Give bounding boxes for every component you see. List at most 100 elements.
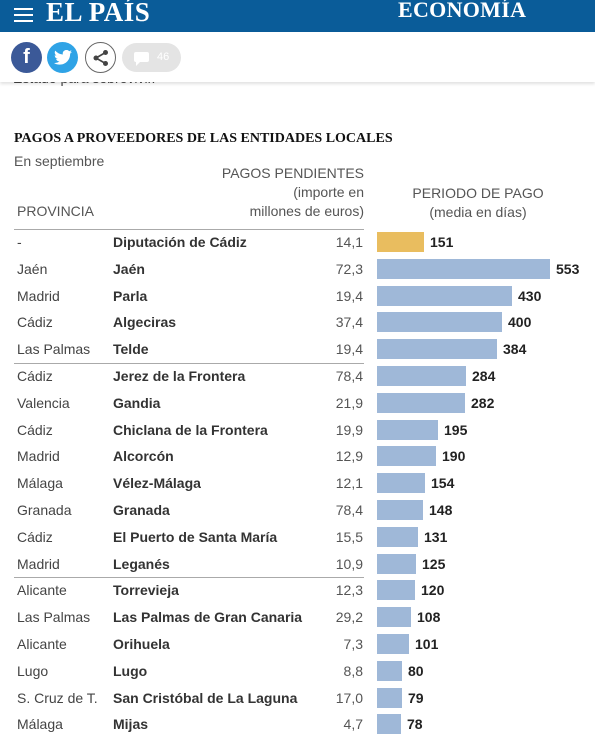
header-line: millones de euros): [249, 203, 364, 219]
bar: [377, 553, 416, 574]
comments-count: 46: [157, 51, 170, 63]
provincia-cell: Madrid: [17, 448, 60, 465]
bar-value-label: 80: [408, 662, 424, 679]
twitter-icon: [53, 50, 72, 65]
pagos-pendientes-cell: 19,4: [335, 341, 363, 358]
provincia-cell: Lugo: [17, 662, 49, 679]
provincia-cell: Málaga: [17, 475, 63, 492]
bar-value-label: 79: [408, 689, 424, 706]
top-navigation-bar: EL PAÍS ECONOMÍA: [0, 0, 595, 32]
provincia-cell: Granada: [17, 502, 72, 518]
provincia-cell: Jaén: [17, 260, 48, 277]
entidad-cell: Jaén: [113, 260, 145, 277]
entidad-cell: Gandia: [113, 394, 161, 411]
bar-value-label: 108: [417, 609, 441, 626]
header-line: (media en días): [429, 204, 527, 220]
pagos-pendientes-cell: 15,5: [335, 528, 363, 545]
comments-button[interactable]: 46: [122, 43, 181, 72]
entidad-cell: Algeciras: [113, 314, 177, 331]
provincia-cell: Madrid: [17, 287, 60, 304]
comment-icon: [134, 52, 149, 66]
provincia-cell: -: [17, 234, 22, 250]
chart-title: PAGOS A PROVEEDORES DE LAS ENTIDADES LOC…: [14, 131, 393, 146]
pagos-pendientes-cell: 14,1: [335, 234, 363, 250]
bar-value-label: 384: [503, 341, 527, 358]
facebook-icon: f: [23, 46, 30, 68]
provincia-cell: Las Palmas: [17, 341, 91, 358]
header-line: (importe en: [293, 184, 364, 200]
pagos-pendientes-cell: 19,4: [335, 287, 363, 304]
entidad-cell: San Cristóbal de La Laguna: [113, 689, 298, 706]
bar: [377, 285, 512, 306]
provincia-cell: Cádiz: [17, 368, 53, 384]
entidad-cell: El Puerto de Santa María: [113, 528, 278, 545]
chart-subtitle: En septiembre: [14, 153, 105, 169]
pagos-pendientes-cell: 8,8: [343, 662, 363, 679]
bar: [377, 607, 411, 628]
provincia-cell: Cádiz: [17, 314, 53, 331]
bar-value-label: 553: [556, 260, 580, 277]
bar-value-label: 78: [407, 716, 423, 733]
facebook-share-button[interactable]: f: [11, 42, 42, 73]
hamburger-icon[interactable]: [14, 8, 33, 26]
provincia-cell: Las Palmas: [17, 609, 91, 626]
section-title[interactable]: ECONOMÍA: [398, 0, 527, 22]
column-header-periodo-de-pago: PERIODO DE PAGO (media en días): [405, 184, 551, 222]
brand-logo[interactable]: EL PAÍS: [46, 0, 151, 27]
provincia-cell: S. Cruz de T.: [17, 689, 98, 706]
bar: [377, 446, 436, 467]
pagos-pendientes-cell: 12,9: [335, 448, 363, 465]
bar-value-label: 101: [415, 636, 439, 652]
bar-value-label: 125: [422, 555, 446, 572]
bar: [377, 660, 402, 681]
bar-value-label: 430: [518, 287, 542, 304]
bar: [377, 232, 424, 252]
bar: [377, 580, 415, 601]
pagos-pendientes-cell: 78,4: [335, 502, 363, 518]
pagos-pendientes-cell: 7,3: [343, 636, 363, 652]
twitter-share-button[interactable]: [47, 42, 78, 73]
bar: [377, 473, 425, 494]
pagos-pendientes-cell: 10,9: [335, 555, 363, 572]
pagos-pendientes-cell: 17,0: [335, 689, 363, 706]
provincia-cell: Valencia: [17, 394, 70, 411]
bar-value-label: 282: [471, 394, 495, 411]
bar-value-label: 154: [431, 475, 455, 492]
entidad-cell: Torrevieja: [113, 582, 179, 599]
entidad-cell: Mijas: [113, 716, 149, 733]
pagos-pendientes-cell: 29,2: [335, 609, 363, 626]
bar: [377, 312, 502, 333]
entidad-cell: Granada: [113, 502, 170, 518]
header-line: PERIODO DE PAGO: [412, 185, 544, 201]
provincia-cell: Madrid: [17, 555, 60, 572]
column-header-pagos-pendientes: PAGOS PENDIENTES (importe en millones de…: [222, 164, 364, 221]
bar-value-label: 120: [421, 582, 445, 599]
pagos-pendientes-cell: 12,3: [335, 582, 363, 599]
row-separator: [14, 577, 364, 579]
row-separator: [14, 229, 364, 230]
bar: [377, 500, 423, 520]
pagos-pendientes-cell: 4,7: [343, 716, 363, 733]
entidad-cell: Diputación de Cádiz: [113, 234, 247, 250]
row-separator: [14, 363, 364, 364]
bar-value-label: 131: [424, 528, 448, 545]
entidad-cell: Telde: [113, 341, 149, 358]
pagos-pendientes-cell: 19,9: [335, 421, 363, 438]
share-icon: [93, 49, 108, 66]
entidad-cell: Vélez-Málaga: [113, 475, 201, 492]
header-line: PAGOS PENDIENTES: [221, 165, 364, 181]
pagos-pendientes-cell: 72,3: [335, 260, 363, 277]
entidad-cell: Leganés: [113, 555, 170, 572]
bar-value-label: 190: [442, 448, 466, 465]
bar: [377, 339, 497, 360]
bar: [377, 392, 465, 413]
share-button[interactable]: [85, 42, 116, 73]
bar-value-label: 151: [430, 234, 454, 250]
bar-value-label: 148: [429, 502, 453, 518]
share-bar: f 46: [0, 32, 595, 82]
provincia-cell: Cádiz: [17, 528, 53, 545]
entidad-cell: Chiclana de la Frontera: [113, 421, 268, 438]
bar-value-label: 400: [508, 314, 532, 331]
entidad-cell: Lugo: [113, 662, 148, 679]
bar: [377, 258, 550, 279]
